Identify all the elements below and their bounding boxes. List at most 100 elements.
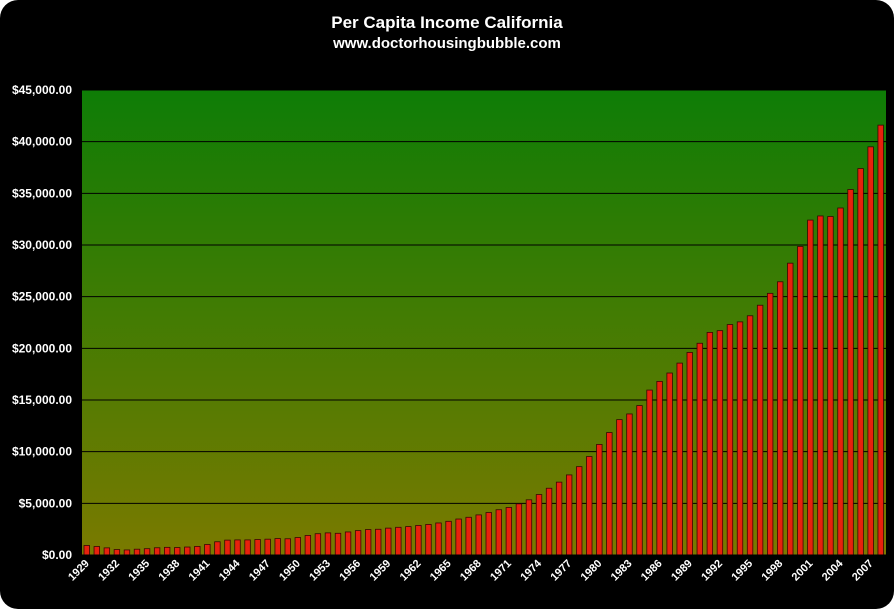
bar [616,419,623,556]
bar [395,526,402,556]
x-tick-label: 1962 [398,558,424,584]
bar [133,548,141,556]
bar [666,372,673,556]
x-tick-label: 1989 [669,558,695,584]
bar [495,509,502,556]
bar [847,189,854,556]
x-tick-label: 1932 [96,558,122,584]
chart-subtitle: www.doctorhousingbubble.com [333,35,561,52]
x-tick-label: 1965 [428,558,454,584]
bar [163,546,171,556]
x-tick-label: 1959 [368,558,394,584]
bar [143,548,151,556]
bar [867,146,874,556]
x-tick-label: 1941 [187,558,213,584]
bar [445,520,452,556]
bar [566,474,573,556]
bar [254,539,261,556]
bar [385,527,392,556]
bar [204,544,211,556]
bar [777,281,784,556]
x-tick-label: 1986 [639,558,665,584]
bar [656,380,663,556]
bar [234,539,241,556]
bar [224,539,231,556]
x-tick-label: 1968 [458,558,484,584]
bar [676,362,683,556]
bar [555,481,563,556]
bar [817,215,824,556]
bar [525,499,533,556]
bar [455,518,462,556]
bar [606,432,613,556]
bar [767,292,774,556]
x-tick-label: 2007 [850,558,876,584]
bar [535,494,543,556]
bar [294,537,301,556]
bar [334,532,342,556]
bar [475,514,482,556]
x-tick-label: 2004 [820,557,846,583]
x-tick-label: 1950 [277,558,303,584]
bar [626,413,633,556]
bar [696,342,703,556]
bar [746,315,754,556]
bar [425,524,432,556]
bar [354,530,362,556]
chart-title: Per Capita Income California [331,13,563,32]
bar [415,525,422,556]
bar [756,304,764,556]
bar [274,538,281,556]
bar [194,546,201,556]
bar [103,547,111,556]
bar [636,405,643,556]
bar [787,262,794,556]
x-tick-label: 1977 [548,558,574,584]
x-tick-label: 1995 [729,558,755,584]
bar [827,216,834,556]
bar [153,547,161,556]
bar [797,246,804,556]
x-tick-label: 1947 [247,558,273,584]
bar [686,352,693,556]
x-tick-label: 1983 [609,558,635,584]
bar [646,389,653,556]
bar [545,487,553,556]
x-tick-label: 1980 [579,558,605,584]
bar [375,528,382,556]
bar [837,207,844,556]
y-tick-label: $35,000.00 [12,186,72,200]
bar [576,466,583,556]
bar [344,531,352,556]
bar [264,538,271,556]
bar [857,168,864,556]
bar [465,516,472,556]
bar [726,324,734,556]
y-tick-label: $15,000.00 [12,393,72,407]
bar [435,522,442,556]
y-tick-label: $20,000.00 [12,341,72,355]
bar [515,503,523,556]
y-tick-label: $30,000.00 [12,238,72,252]
bar [123,549,131,556]
plot-area [82,90,886,555]
bar [596,444,603,556]
bar [706,332,714,556]
bar [364,529,372,556]
y-tick-label: $40,000.00 [12,135,72,149]
bar [505,507,513,556]
x-tick-label: 1944 [217,557,243,583]
bar [284,538,291,556]
x-tick-label: 2001 [790,558,816,584]
bar [716,330,724,556]
y-tick-label: $5,000.00 [19,496,73,510]
x-tick-label: 1992 [699,558,725,584]
bar [113,549,121,556]
x-tick-label: 1998 [760,558,786,584]
bar [586,456,593,556]
bar [877,124,884,556]
x-tick-label: 1935 [126,558,152,584]
x-tick-label: 1971 [488,558,514,584]
